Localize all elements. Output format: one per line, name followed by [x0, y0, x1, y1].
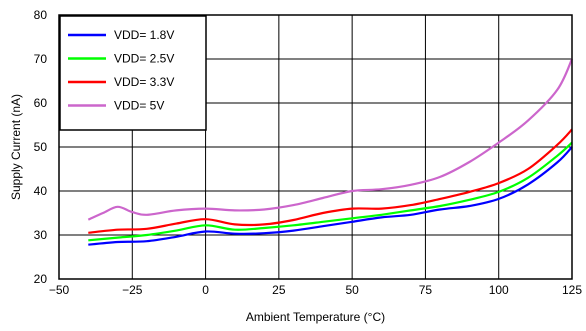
y-axis-label: Supply Current (nA)	[9, 94, 23, 200]
series-line-1	[88, 146, 573, 246]
x-tick-label: 75	[419, 283, 433, 297]
x-tick-label: 0	[202, 283, 209, 297]
x-tick-label: −25	[122, 283, 143, 297]
y-tick-label: 20	[34, 272, 48, 286]
series-line-3	[88, 128, 573, 234]
y-tick-label: 80	[34, 8, 48, 22]
legend-label: VDD= 2.5V	[114, 52, 174, 66]
x-tick-label: −50	[49, 283, 70, 297]
legend-label: VDD= 1.8V	[114, 28, 174, 42]
legend: VDD= 1.8V VDD= 2.5V VDD= 3.3V VDD= 5V	[59, 15, 207, 131]
series-lines	[87, 58, 574, 246]
legend-label: VDD= 5V	[114, 99, 164, 113]
y-tick-label: 70	[34, 52, 48, 66]
series-line-2	[88, 141, 573, 242]
y-tick-label: 60	[34, 96, 48, 110]
legend-label: VDD= 3.3V	[114, 75, 174, 89]
y-tick-label: 50	[34, 140, 48, 154]
x-tick-label: 100	[489, 283, 509, 297]
x-tick-label: 25	[272, 283, 286, 297]
x-tick-label: 125	[562, 283, 582, 297]
tick-labels: −50 −25 0 25 50 75 100 125 20 30 40 50 60 70 80	[34, 8, 583, 297]
plot-frame	[58, 14, 573, 280]
x-tick-label: 50	[345, 283, 359, 297]
series-line-4	[87, 58, 574, 221]
x-axis-label: Ambient Temperature (°C)	[246, 310, 385, 324]
y-tick-label: 40	[34, 184, 48, 198]
y-tick-label: 30	[34, 228, 48, 242]
